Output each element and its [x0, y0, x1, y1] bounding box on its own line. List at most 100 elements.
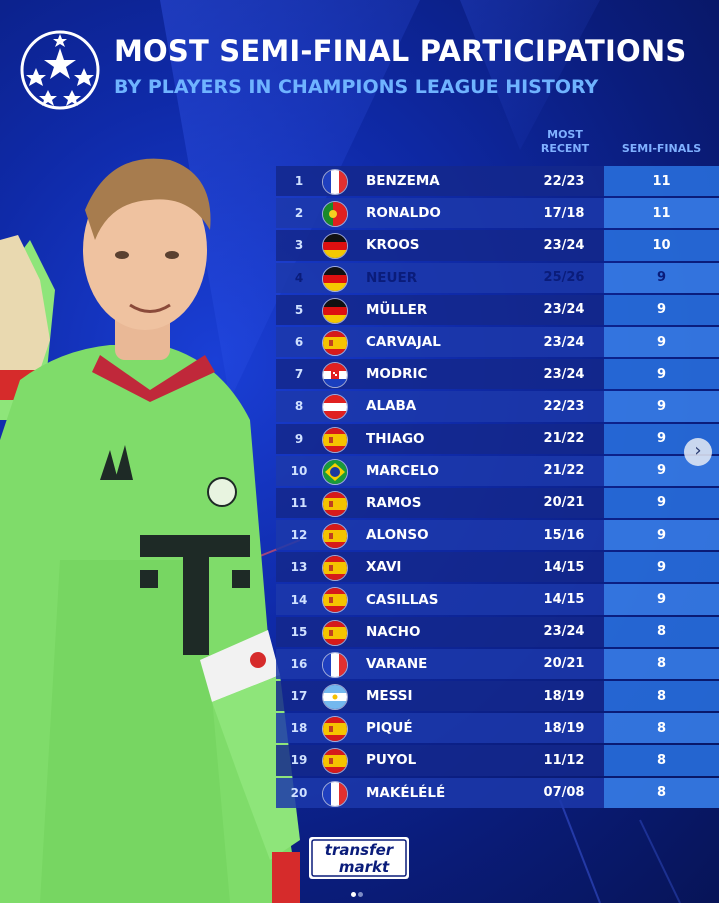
semi-finals-count: 11	[652, 205, 671, 221]
most-recent-season: 21/22	[543, 463, 585, 479]
semi-finals-count: 9	[656, 431, 667, 447]
table-row: 8 ALABA 22/23 9	[276, 390, 719, 422]
semi-finals-count: 9	[656, 302, 667, 318]
rank: 7	[294, 367, 304, 382]
france-flag-icon	[322, 169, 348, 195]
spain-flag-icon	[322, 329, 348, 356]
most-recent-season: 23/24	[543, 334, 585, 350]
most-recent-season: 14/15	[543, 559, 585, 575]
table-row: 4 NEUER 25/26 9	[276, 262, 719, 294]
player-name: CASILLAS	[366, 591, 439, 608]
most-recent-season: 23/24	[543, 302, 585, 318]
page-subtitle: BY PLAYERS IN CHAMPIONS LEAGUE HISTORY	[114, 76, 599, 98]
most-recent-season: 20/21	[543, 656, 585, 672]
semi-finals-count: 9	[656, 334, 667, 350]
semi-finals-count: 10	[652, 237, 671, 253]
rank: 4	[294, 270, 304, 285]
brazil-flag-icon	[322, 458, 348, 485]
player-name: MARCELO	[366, 462, 440, 479]
semi-finals-count: 8	[656, 624, 667, 640]
table-row: 6 CARVAJAL 23/24 9	[276, 326, 719, 358]
player-name: VARANE	[366, 655, 428, 672]
semi-finals-count: 11	[652, 173, 671, 189]
column-header-most-recent-line1: MOST	[547, 128, 583, 141]
table-row: 3 KROOS 23/24 10	[276, 229, 719, 261]
most-recent-season: 14/15	[543, 592, 585, 608]
germany-flag-icon	[322, 297, 348, 324]
carousel-indicator	[350, 882, 364, 901]
ranking-table: 1 BENZEMA 22/23 11 2 RONALDO 17/18 11 3 KROOS 23/2…	[276, 165, 719, 809]
rank: 14	[290, 592, 308, 607]
france-flag-icon	[322, 780, 348, 807]
rank: 17	[290, 689, 308, 704]
semi-finals-count: 9	[656, 592, 667, 608]
argentina-flag-icon	[322, 684, 348, 710]
most-recent-season: 25/26	[543, 270, 585, 286]
table-row: 15 NACHO 23/24 8	[276, 616, 719, 648]
table-row: 18 PIQUÉ 18/19 8	[276, 712, 719, 744]
player-name: ALABA	[366, 398, 417, 415]
rank: 11	[290, 495, 308, 510]
most-recent-season: 18/19	[543, 688, 585, 704]
rank: 13	[290, 560, 308, 575]
semi-finals-count: 9	[656, 270, 667, 286]
table-row: 1 BENZEMA 22/23 11	[276, 165, 719, 197]
spain-flag-icon	[322, 619, 348, 646]
player-name: KROOS	[366, 237, 420, 254]
semi-finals-count: 8	[656, 656, 667, 672]
spain-flag-icon	[322, 523, 348, 550]
player-name: RAMOS	[366, 494, 422, 511]
semi-finals-count: 9	[656, 398, 667, 414]
page-title: MOST SEMI-FINAL PARTICIPATIONS	[114, 34, 687, 68]
semi-finals-count: 9	[656, 366, 667, 382]
semi-finals-count: 9	[656, 463, 667, 479]
rank: 16	[290, 656, 308, 671]
semi-finals-count: 8	[656, 720, 667, 736]
most-recent-season: 11/12	[543, 752, 585, 768]
carousel-dot[interactable]	[358, 892, 363, 897]
spain-flag-icon	[322, 490, 348, 517]
semi-finals-count: 8	[656, 688, 667, 704]
most-recent-season: 23/24	[543, 237, 585, 253]
most-recent-season: 17/18	[543, 205, 585, 221]
chevron-right-icon: ›	[694, 440, 702, 461]
brand-line1: transfer	[325, 841, 395, 859]
table-row: 19 PUYOL 11/12 8	[276, 744, 719, 776]
most-recent-season: 23/24	[543, 624, 585, 640]
player-name: BENZEMA	[366, 173, 440, 190]
portugal-flag-icon	[322, 201, 348, 228]
table-row: 11 RAMOS 20/21 9	[276, 487, 719, 519]
table-row: 9 THIAGO 21/22 9	[276, 423, 719, 455]
semi-finals-count: 9	[656, 559, 667, 575]
player-name: PUYOL	[366, 752, 417, 769]
semi-finals-count: 8	[656, 785, 667, 801]
most-recent-season: 07/08	[543, 785, 585, 801]
rank: 20	[290, 785, 308, 800]
rank: 6	[294, 335, 304, 350]
spain-flag-icon	[322, 426, 348, 453]
player-photo	[0, 158, 300, 903]
rank: 12	[290, 528, 308, 543]
most-recent-season: 21/22	[543, 431, 585, 447]
player-name: CARVAJAL	[366, 334, 441, 351]
table-row: 12 ALONSO 15/16 9	[276, 519, 719, 551]
table-row: 20 MAKÉLÉLÉ 07/08 8	[276, 777, 719, 809]
most-recent-season: 22/23	[543, 398, 585, 414]
carousel-dot-active[interactable]	[351, 892, 356, 897]
player-name: NACHO	[366, 623, 421, 640]
france-flag-icon	[322, 651, 348, 678]
rank: 1	[294, 174, 304, 189]
player-name: MAKÉLÉLÉ	[366, 784, 446, 801]
rank: 10	[290, 463, 308, 478]
column-header-most-recent-line2: RECENT	[540, 142, 590, 155]
rank: 8	[294, 399, 304, 414]
most-recent-season: 15/16	[543, 527, 585, 543]
rank: 2	[294, 206, 304, 221]
table-row: 14 CASILLAS 14/15 9	[276, 583, 719, 615]
next-slide-button[interactable]: ›	[684, 438, 712, 466]
germany-flag-icon	[322, 233, 348, 260]
table-row: 13 XAVI 14/15 9	[276, 551, 719, 583]
player-name: MODRIC	[366, 366, 428, 383]
champions-league-starball-icon	[20, 30, 100, 110]
table-row: 2 RONALDO 17/18 11	[276, 197, 719, 229]
